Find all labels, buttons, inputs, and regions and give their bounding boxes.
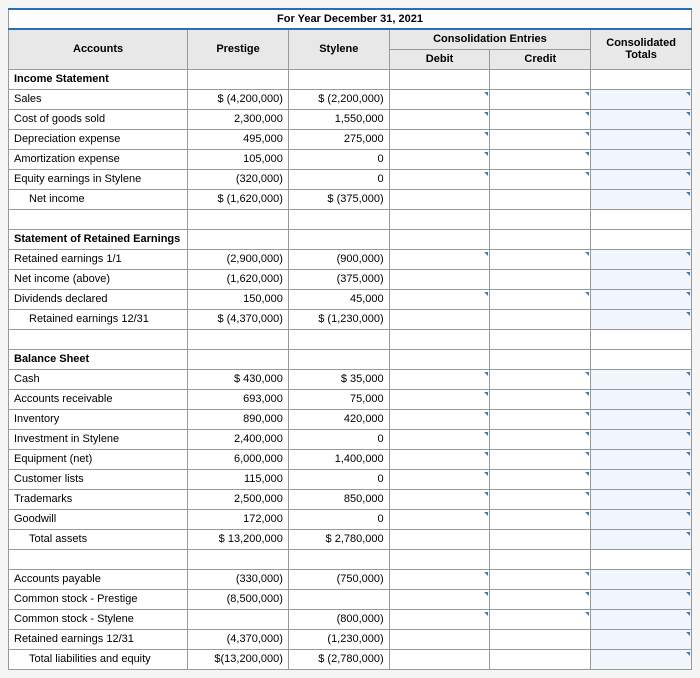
title-row: For Year December 31, 2021 (9, 9, 692, 29)
row-tle: Total liabilities and equity $(13,200,00… (9, 649, 692, 669)
row-niabove: Net income (above) (1,620,000) (375,000) (9, 269, 692, 289)
section-income-label: Income Statement (9, 69, 188, 89)
row-css: Common stock - Stylene (800,000) (9, 609, 692, 629)
row-cash: Cash $ 430,000 $ 35,000 (9, 369, 692, 389)
section-retained: Statement of Retained Earnings (9, 229, 692, 249)
row-ap: Accounts payable (330,000) (750,000) (9, 569, 692, 589)
row-amort: Amortization expense 105,000 0 (9, 149, 692, 169)
row-cogs: Cost of goods sold 2,300,000 1,550,000 (9, 109, 692, 129)
header-row-1: Accounts Prestige Stylene Consolidation … (9, 29, 692, 49)
row-re11: Retained earnings 1/1 (2,900,000) (900,0… (9, 249, 692, 269)
row-eqearn: Equity earnings in Stylene (320,000) 0 (9, 169, 692, 189)
row-div: Dividends declared 150,000 45,000 (9, 289, 692, 309)
row-re1231: Retained earnings 12/31 $ (4,370,000) $ … (9, 309, 692, 329)
consolidation-worksheet: For Year December 31, 2021 Accounts Pres… (8, 8, 692, 670)
row-spacer-1 (9, 209, 692, 229)
sales-credit[interactable] (490, 89, 591, 109)
row-re1231b: Retained earnings 12/31 (4,370,000) (1,2… (9, 629, 692, 649)
row-tm: Trademarks 2,500,000 850,000 (9, 489, 692, 509)
row-sales: Sales $ (4,200,000) $ (2,200,000) (9, 89, 692, 109)
row-spacer-2 (9, 329, 692, 349)
row-ar: Accounts receivable 693,000 75,000 (9, 389, 692, 409)
row-inv: Inventory 890,000 420,000 (9, 409, 692, 429)
col-consol-entries: Consolidation Entries (389, 29, 591, 49)
row-csp: Common stock - Prestige (8,500,000) (9, 589, 692, 609)
col-stylene: Stylene (288, 29, 389, 69)
col-consol-totals: Consolidated Totals (591, 29, 692, 69)
row-gw: Goodwill 172,000 0 (9, 509, 692, 529)
section-income: Income Statement (9, 69, 692, 89)
col-accounts: Accounts (9, 29, 188, 69)
row-cust: Customer lists 115,000 0 (9, 469, 692, 489)
col-debit: Debit (389, 49, 490, 69)
worksheet-title: For Year December 31, 2021 (9, 9, 692, 29)
row-ta: Total assets $ 13,200,000 $ 2,780,000 (9, 529, 692, 549)
section-balance: Balance Sheet (9, 349, 692, 369)
row-netinc: Net income $ (1,620,000) $ (375,000) (9, 189, 692, 209)
row-invst: Investment in Stylene 2,400,000 0 (9, 429, 692, 449)
row-equip: Equipment (net) 6,000,000 1,400,000 (9, 449, 692, 469)
sales-total[interactable] (591, 89, 692, 109)
sales-debit[interactable] (389, 89, 490, 109)
col-prestige: Prestige (188, 29, 289, 69)
row-spacer-3 (9, 549, 692, 569)
col-credit: Credit (490, 49, 591, 69)
row-dep: Depreciation expense 495,000 275,000 (9, 129, 692, 149)
